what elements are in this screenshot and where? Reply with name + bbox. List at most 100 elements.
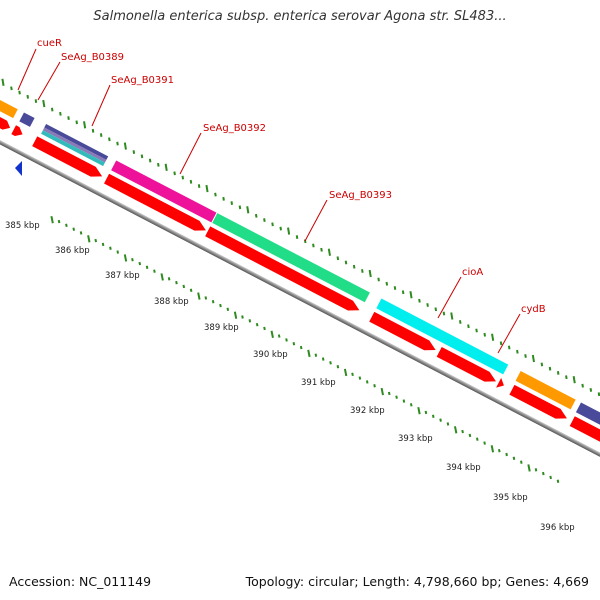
scale-tick xyxy=(292,342,296,346)
leader-cioA xyxy=(437,276,462,319)
scale-tick xyxy=(380,387,384,396)
scale-tick xyxy=(351,372,354,376)
outer-tick xyxy=(507,345,511,350)
cds-arrow-8[interactable] xyxy=(496,377,506,391)
scale-tick xyxy=(94,238,98,243)
scale-tick xyxy=(556,479,560,483)
scale-label: 389 kbp xyxy=(204,323,239,333)
feature-cyan-1[interactable] xyxy=(376,298,509,375)
scale-tick xyxy=(123,254,128,262)
tick-ring xyxy=(1,78,600,397)
scale-tick xyxy=(307,349,311,358)
outer-tick xyxy=(205,184,209,193)
feature-navy-2[interactable] xyxy=(44,124,109,160)
feature-green-1[interactable] xyxy=(212,213,370,303)
outer-tick xyxy=(312,243,315,248)
scale-tick xyxy=(424,410,428,415)
feature-orange-1[interactable] xyxy=(0,95,18,119)
outer-tick xyxy=(516,349,519,354)
scale-label: 385 kbp xyxy=(5,221,40,231)
cds-arrow-5[interactable] xyxy=(205,226,362,315)
reverse-strand-marker[interactable] xyxy=(15,161,22,176)
scale-tick xyxy=(468,433,472,438)
scale-tick xyxy=(160,273,164,281)
scale-tick xyxy=(219,303,222,308)
scale-tick xyxy=(211,300,215,304)
outer-tick xyxy=(271,222,274,227)
genome-summary-text: Topology: circular; Length: 4,798,660 bp… xyxy=(245,574,589,589)
outer-tick xyxy=(75,120,78,125)
cds-arrow-10[interactable] xyxy=(569,416,600,450)
cds-arrow-1[interactable] xyxy=(0,112,12,132)
outer-tick xyxy=(352,264,356,269)
cds-arrow-3[interactable] xyxy=(32,136,104,181)
leader-SeAg_B0391 xyxy=(91,84,111,127)
scale-tick xyxy=(226,307,230,312)
cds-arrow-7[interactable] xyxy=(436,346,499,386)
scale-tick xyxy=(461,429,464,434)
outer-tick xyxy=(230,201,234,205)
outer-tick xyxy=(173,171,176,176)
scale-label: 393 kbp xyxy=(398,434,433,444)
backbone xyxy=(0,140,600,467)
scale-tick xyxy=(527,464,531,472)
outer-tick xyxy=(295,235,299,239)
outer-tick xyxy=(157,162,160,167)
cds-arrow-6[interactable] xyxy=(369,311,438,355)
scale-label: 388 kbp xyxy=(154,297,189,307)
cds-arrow-2[interactable] xyxy=(11,125,24,138)
scale-label: 396 kbp xyxy=(540,523,575,533)
scale-ring xyxy=(50,215,560,483)
outer-tick xyxy=(189,179,193,184)
outer-tick xyxy=(222,196,225,201)
outer-tick xyxy=(426,303,429,307)
scale-tick xyxy=(402,399,406,403)
scale-tick xyxy=(175,280,178,285)
scale-tick xyxy=(321,357,325,361)
feature-orange-2[interactable] xyxy=(515,371,576,410)
scale-tick xyxy=(255,322,259,327)
outer-tick xyxy=(475,328,478,333)
leader-SeAg_B0389 xyxy=(37,61,61,101)
scale-label: 395 kbp xyxy=(493,493,528,503)
cds-arrow-9[interactable] xyxy=(509,384,569,423)
outer-tick xyxy=(83,121,87,129)
scale-tick xyxy=(358,376,362,380)
scale-tick xyxy=(50,215,54,224)
feature-navy-1[interactable] xyxy=(19,112,35,127)
scale-tick xyxy=(72,227,76,231)
outer-tick xyxy=(50,107,54,112)
scale-tick xyxy=(131,258,134,262)
feature-teal-1[interactable] xyxy=(41,130,105,167)
outer-tick xyxy=(581,383,584,388)
gene-label-SeAg_B0392[interactable]: SeAg_B0392 xyxy=(203,123,266,134)
scale-tick xyxy=(431,414,435,419)
scale-labels: 385 kbp 386 kbp 387 kbp 388 kbp 389 kbp … xyxy=(5,221,575,533)
scale-tick xyxy=(248,319,252,323)
gene-label-cueR[interactable]: cueR xyxy=(37,38,62,49)
gene-label-SeAg_B0393[interactable]: SeAg_B0393 xyxy=(329,190,392,201)
outer-tick xyxy=(18,90,21,95)
gene-label-cioA[interactable]: cioA xyxy=(462,267,483,278)
feature-magenta-1[interactable] xyxy=(111,160,217,223)
scale-tick xyxy=(65,223,68,228)
outer-tick xyxy=(548,366,552,371)
scale-tick xyxy=(387,391,391,396)
scale-tick xyxy=(241,315,244,319)
scale-tick xyxy=(453,426,458,434)
cds-track xyxy=(0,112,600,450)
scale-tick xyxy=(476,437,479,441)
scale-tick xyxy=(409,403,413,407)
scale-label: 394 kbp xyxy=(446,463,481,473)
gene-label-cydB[interactable]: cydB xyxy=(521,304,546,315)
leader-SeAg_B0393 xyxy=(304,199,328,242)
cds-arrow-4[interactable] xyxy=(104,173,208,235)
feature-purple-1[interactable] xyxy=(42,127,107,163)
outer-tick xyxy=(450,312,454,320)
gene-label-SeAg_B0389[interactable]: SeAg_B0389 xyxy=(61,52,124,63)
scale-label: 386 kbp xyxy=(55,246,90,256)
outer-tick xyxy=(116,141,119,146)
feature-track xyxy=(0,95,600,427)
gene-label-SeAg_B0391[interactable]: SeAg_B0391 xyxy=(111,75,174,86)
outer-tick xyxy=(336,256,340,261)
